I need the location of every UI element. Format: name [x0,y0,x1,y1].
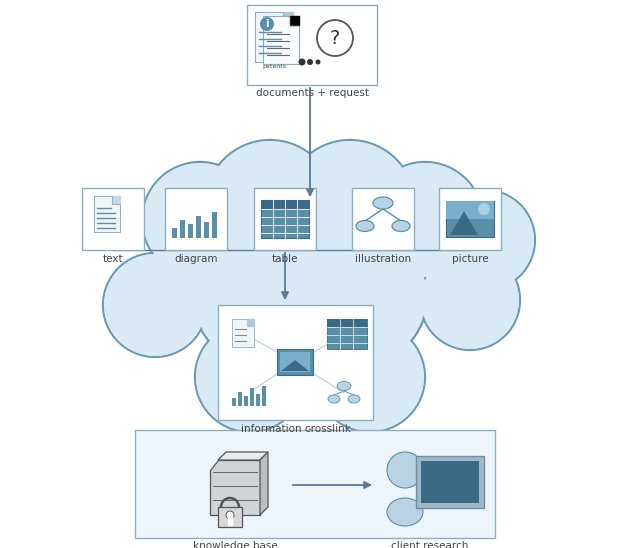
Ellipse shape [356,220,374,231]
Circle shape [421,251,519,349]
FancyBboxPatch shape [218,305,373,420]
Circle shape [142,162,258,278]
Bar [180,220,185,238]
Text: patents: patents [262,64,286,69]
Circle shape [317,20,353,56]
Circle shape [316,323,424,431]
FancyBboxPatch shape [352,188,414,250]
Circle shape [436,191,534,289]
FancyBboxPatch shape [280,352,310,372]
FancyBboxPatch shape [446,201,494,237]
Polygon shape [112,196,120,204]
Text: information crosslink: information crosslink [241,424,350,434]
Polygon shape [281,360,309,371]
FancyBboxPatch shape [327,319,367,327]
Text: client research: client research [391,541,469,548]
FancyBboxPatch shape [255,12,293,62]
Circle shape [387,452,423,488]
FancyBboxPatch shape [247,5,377,85]
Circle shape [420,250,520,350]
Bar [212,212,217,238]
Bar [238,392,242,406]
Circle shape [315,322,425,432]
Circle shape [298,59,306,66]
Circle shape [260,17,274,31]
Circle shape [196,323,304,431]
Text: picture: picture [452,254,489,264]
Polygon shape [260,452,268,515]
Bar [188,224,193,238]
Circle shape [367,162,483,278]
Ellipse shape [337,381,351,391]
FancyBboxPatch shape [135,430,495,538]
Text: i: i [265,19,268,29]
Bar [172,228,177,238]
FancyBboxPatch shape [421,461,479,503]
FancyBboxPatch shape [327,319,367,349]
Circle shape [206,141,334,269]
Circle shape [478,203,490,215]
FancyBboxPatch shape [254,188,316,250]
Bar [250,388,254,406]
Text: text: text [103,254,123,264]
Ellipse shape [387,498,423,526]
Text: illustration: illustration [355,254,411,264]
Bar [256,394,260,406]
Polygon shape [210,460,260,515]
Polygon shape [450,211,478,235]
Ellipse shape [373,197,393,209]
Circle shape [368,163,482,277]
Bar [262,386,266,406]
Text: ?: ? [330,28,340,48]
Ellipse shape [348,395,360,403]
FancyBboxPatch shape [261,200,309,238]
Ellipse shape [392,220,410,231]
Circle shape [103,253,207,357]
Bar [232,398,236,406]
Circle shape [307,59,313,65]
Text: table: table [272,254,298,264]
FancyBboxPatch shape [439,188,501,250]
FancyBboxPatch shape [232,319,254,347]
FancyBboxPatch shape [218,507,242,527]
Circle shape [286,141,414,269]
FancyBboxPatch shape [277,349,313,375]
Ellipse shape [192,205,428,385]
FancyBboxPatch shape [416,456,484,508]
Text: knowledge base: knowledge base [193,541,277,548]
Polygon shape [290,16,299,25]
Polygon shape [218,452,268,460]
Circle shape [143,163,257,277]
Polygon shape [228,515,232,525]
FancyBboxPatch shape [82,188,144,250]
FancyBboxPatch shape [261,200,309,209]
Text: diagram: diagram [174,254,218,264]
Circle shape [316,60,321,65]
Bar [446,201,494,219]
Polygon shape [247,319,254,326]
Circle shape [285,140,415,270]
Circle shape [435,190,535,290]
Bar [204,222,209,238]
Bar [244,396,248,406]
Circle shape [205,140,335,270]
Circle shape [195,322,305,432]
FancyBboxPatch shape [263,16,299,64]
Circle shape [226,511,234,519]
Ellipse shape [193,207,427,384]
FancyBboxPatch shape [94,196,120,232]
Bar [196,216,201,238]
Ellipse shape [328,395,340,403]
Circle shape [104,254,206,356]
Text: documents + request: documents + request [255,88,368,98]
Polygon shape [283,12,293,22]
FancyBboxPatch shape [165,188,227,250]
